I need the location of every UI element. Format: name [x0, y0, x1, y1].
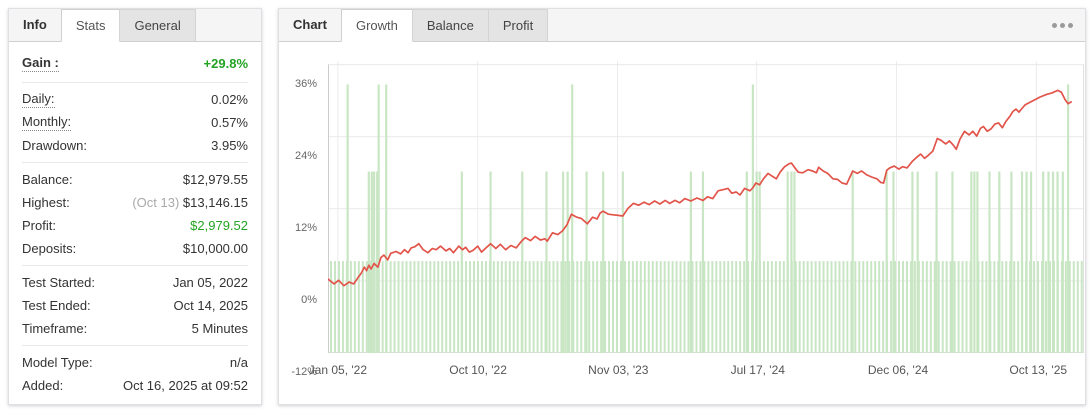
x-tick-label: Oct 10, '22: [449, 363, 507, 377]
tab-chart[interactable]: Chart: [279, 9, 341, 41]
stat-value: n/a: [230, 355, 248, 370]
stat-label: Highest:: [22, 195, 70, 210]
stat-label: Balance:: [22, 172, 73, 187]
stat-group: Model Type: n/a Added: Oct 16, 2025 at 09:5…: [22, 345, 248, 402]
stats-list: Gain : +29.8% Daily: 0.02% Monthly: 0.57% Draw…: [9, 42, 261, 402]
stat-label: Daily:: [22, 91, 55, 108]
stat-row: Test Started: Jan 05, 2022: [22, 271, 248, 294]
stat-group: Daily: 0.02% Monthly: 0.57% Drawdown: 3.95%: [22, 82, 248, 162]
y-tick-label: 24%: [295, 150, 317, 162]
stat-label: Timeframe:: [22, 321, 87, 336]
tab-info[interactable]: Info: [9, 9, 61, 41]
myfxbook-widget: Info Stats General Gain : +29.8% Daily: 0.0…: [0, 0, 1092, 413]
stat-group: Test Started: Jan 05, 2022 Test Ended: Oct …: [22, 265, 248, 345]
stat-label: Gain :: [22, 55, 59, 72]
stat-row: Timeframe: 5 Minutes: [22, 317, 248, 340]
info-panel-tabs: Info Stats General: [9, 9, 261, 42]
stat-label: Model Type:: [22, 355, 93, 370]
stat-value: $10,000.00: [183, 241, 248, 256]
y-tick-label: 0%: [301, 294, 317, 306]
stat-value: Jan 05, 2022: [173, 275, 248, 290]
info-panel: Info Stats General Gain : +29.8% Daily: 0.0…: [8, 8, 262, 405]
x-tick-label: Nov 03, '23: [588, 363, 648, 377]
stat-label: Test Ended:: [22, 298, 91, 313]
stat-value: Oct 16, 2025 at 09:52: [123, 378, 248, 393]
chart-panel-tabs: Chart Growth Balance Profit: [279, 9, 1085, 42]
stat-group: Balance: $12,979.55 Highest: (Oct 13) $13,1…: [22, 162, 248, 265]
stat-label: Profit:: [22, 218, 56, 233]
stat-row: Monthly: 0.57%: [22, 111, 248, 134]
tab-profit[interactable]: Profit: [488, 9, 548, 41]
tab-stats[interactable]: Stats: [61, 9, 121, 42]
stat-row: Daily: 0.02%: [22, 88, 248, 111]
stat-row: Deposits: $10,000.00: [22, 237, 248, 260]
stat-value: 0.57%: [211, 115, 248, 130]
stat-label: Monthly:: [22, 114, 71, 131]
x-axis-labels: Jan 05, '22Oct 10, '22Nov 03, '23Jul 17,…: [328, 353, 1084, 383]
stat-row: Test Ended: Oct 14, 2025: [22, 294, 248, 317]
stat-label: Drawdown:: [22, 138, 87, 153]
x-tick-label: Oct 13, '25: [1009, 363, 1067, 377]
tab-general[interactable]: General: [119, 9, 195, 41]
stat-value: +29.8%: [204, 56, 248, 71]
stat-row: Gain : +29.8%: [22, 49, 248, 77]
stat-group: Gain : +29.8%: [22, 44, 248, 82]
stat-value-date: (Oct 13): [132, 195, 183, 210]
stat-value: 3.95%: [211, 138, 248, 153]
chart-plot-area[interactable]: [328, 61, 1084, 353]
x-tick-label: Dec 06, '24: [868, 363, 928, 377]
stat-label: Deposits:: [22, 241, 76, 256]
y-axis-labels: 36%24%12%0%-12%: [279, 80, 323, 372]
stat-row: Added: Oct 16, 2025 at 09:52: [22, 374, 248, 397]
y-tick-label: 12%: [295, 222, 317, 234]
x-tick-label: Jul 17, '24: [731, 363, 785, 377]
chart-panel: Chart Growth Balance Profit 36%24%12%0%-…: [278, 8, 1086, 405]
stat-row: Drawdown: 3.95%: [22, 134, 248, 157]
growth-line: [328, 90, 1071, 285]
chart-svg: [328, 61, 1084, 353]
stat-value: $12,979.55: [183, 172, 248, 187]
stat-label: Test Started:: [22, 275, 95, 290]
tab-growth[interactable]: Growth: [341, 9, 413, 42]
stat-value: $2,979.52: [190, 218, 248, 233]
stat-value: Oct 14, 2025: [174, 298, 248, 313]
stat-row: Balance: $12,979.55: [22, 168, 248, 191]
ellipsis-menu-icon[interactable]: [1052, 9, 1073, 42]
stat-value: (Oct 13) $13,146.15: [132, 195, 248, 210]
growth-chart[interactable]: 36%24%12%0%-12% Jan 05, '22Oct 10, '22No…: [279, 61, 1085, 383]
stat-row: Highest: (Oct 13) $13,146.15: [22, 191, 248, 214]
stat-row: Model Type: n/a: [22, 351, 248, 374]
stat-value: 5 Minutes: [192, 321, 248, 336]
stat-row: Profit: $2,979.52: [22, 214, 248, 237]
stat-label: Added:: [22, 378, 63, 393]
y-tick-label: 36%: [295, 78, 317, 90]
tab-balance[interactable]: Balance: [412, 9, 489, 41]
x-tick-label: Jan 05, '22: [309, 363, 367, 377]
stat-value: 0.02%: [211, 92, 248, 107]
